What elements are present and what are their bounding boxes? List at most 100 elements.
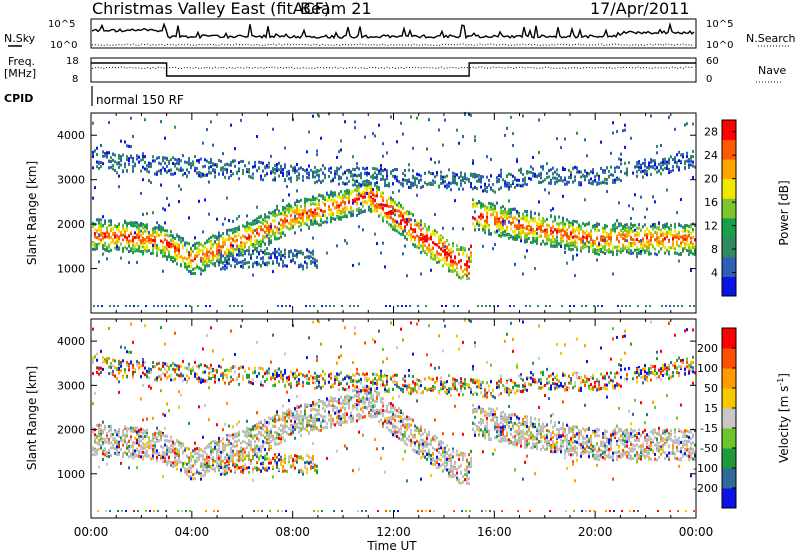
power-cell: [202, 260, 204, 264]
power-cell: [594, 248, 596, 252]
power-cell: [508, 236, 510, 240]
power-cell: [322, 221, 324, 225]
power-cell: [330, 193, 332, 197]
power-cell: [196, 263, 198, 267]
power-cell: [352, 167, 354, 171]
velocity-cell: [148, 376, 150, 380]
power-cell: [520, 216, 522, 220]
power-cell: [166, 241, 168, 245]
power-cell: [432, 232, 434, 236]
velocity-cell: [136, 466, 138, 470]
power-cell: [380, 194, 382, 198]
power-cell: [478, 200, 480, 204]
power-cell: [430, 252, 432, 256]
power-cell: [308, 198, 310, 202]
power-cell: [264, 249, 266, 253]
power-cell: [656, 232, 658, 236]
power-cell: [540, 234, 542, 238]
power-cell: [146, 167, 148, 171]
power-cell: [500, 211, 502, 215]
power-cell: [184, 160, 186, 164]
power-cell: [558, 225, 560, 229]
power-cell: [272, 210, 274, 214]
power-cell: [190, 247, 192, 251]
power-cell: [549, 305, 551, 307]
power-cell: [528, 222, 530, 226]
velocity-cell: [96, 358, 98, 362]
power-cell: [645, 305, 647, 307]
power-cell: [110, 235, 112, 239]
power-cell: [132, 221, 134, 225]
power-cell: [338, 174, 340, 178]
power-cell: [572, 219, 574, 223]
power-cell: [640, 163, 642, 167]
power-cell: [494, 243, 496, 247]
velocity-cell: [98, 366, 100, 370]
velocity-cell: [136, 427, 138, 431]
power-cell: [180, 255, 182, 259]
power-cell: [374, 206, 376, 210]
power-cell: [304, 200, 306, 204]
power-cell: [360, 183, 362, 187]
power-cell: [424, 224, 426, 228]
power-cell: [474, 135, 476, 139]
velocity-cell: [148, 367, 150, 371]
power-cell: [152, 249, 154, 253]
power-cell: [518, 183, 520, 187]
power-cell: [300, 166, 302, 170]
power-cell: [430, 248, 432, 252]
velocity-cell: [94, 449, 96, 453]
power-cell: [668, 157, 670, 161]
power-cell: [593, 305, 595, 307]
power-cell: [142, 252, 144, 256]
power-cell: [492, 189, 494, 193]
power-cell: [328, 193, 330, 197]
power-cell: [94, 186, 96, 190]
power-cell: [268, 240, 270, 244]
power-cell: [164, 208, 166, 212]
power-cell: [338, 167, 340, 171]
power-cell: [382, 203, 384, 207]
power-cell: [132, 240, 134, 244]
power-cell: [232, 231, 234, 235]
power-cell: [278, 253, 280, 257]
power-cell: [552, 230, 554, 234]
power-cell: [252, 219, 254, 223]
velocity-cell: [136, 363, 138, 367]
power-cell: [244, 262, 246, 266]
power-cell: [262, 240, 264, 244]
power-cell: [620, 228, 622, 232]
velocity-cell: [142, 442, 144, 446]
power-cell: [138, 229, 140, 233]
power-cell: [618, 232, 620, 236]
power-cell: [230, 241, 232, 245]
power-cell: [446, 245, 448, 249]
power-cell: [382, 208, 384, 212]
power-cell: [310, 251, 312, 255]
power-cell: [514, 207, 516, 211]
velocity-cell: [120, 436, 122, 440]
power-cell: [192, 272, 194, 276]
power-cell: [504, 179, 506, 183]
power-cell: [218, 242, 220, 246]
power-cell: [510, 115, 512, 119]
power-cell: [532, 217, 534, 221]
power-cell: [650, 172, 652, 176]
power-cell: [322, 164, 324, 168]
power-cell: [532, 236, 534, 240]
power-cell: [372, 173, 374, 177]
power-cell: [494, 217, 496, 221]
power-cell: [508, 181, 510, 185]
power-cell: [506, 232, 508, 236]
power-cell: [640, 239, 642, 243]
power-cell: [330, 208, 332, 212]
power-cell: [256, 231, 258, 235]
power-cell: [226, 230, 228, 234]
power-cell: [368, 182, 370, 186]
power-cell: [166, 255, 168, 259]
power-cell: [604, 171, 606, 175]
power-cell: [402, 132, 404, 136]
power-cell: [684, 246, 686, 250]
power-cell: [450, 259, 452, 263]
power-cell: [168, 241, 170, 245]
